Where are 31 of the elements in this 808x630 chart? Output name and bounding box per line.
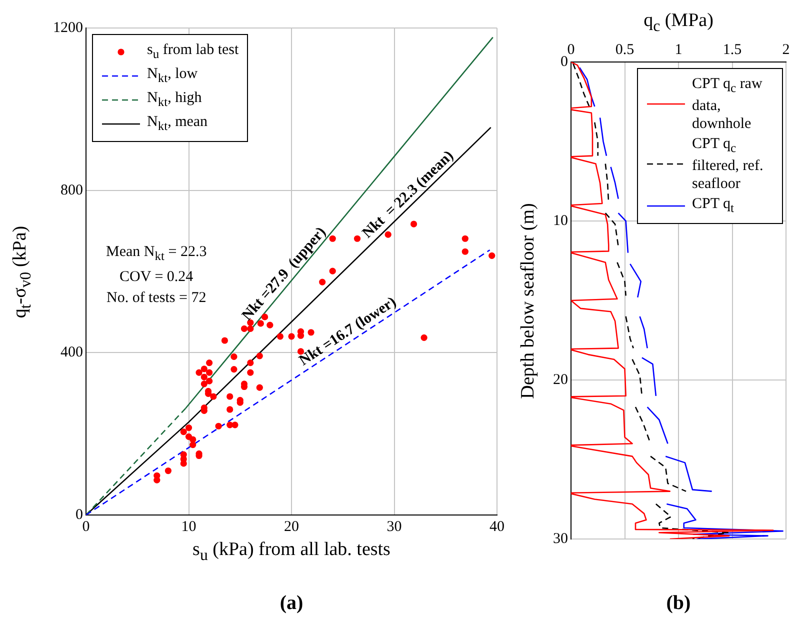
x-tick-label: 1.5	[722, 42, 742, 58]
x-tick-label: 20	[284, 518, 299, 535]
y-tick-label: 1200	[53, 20, 83, 36]
x-tick-label: 30	[386, 518, 402, 535]
text: (a)	[278, 592, 304, 615]
legend-label: s$_{u}$ from lab test	[147, 41, 239, 63]
text: CPT q$_{c}$ raw data, downhole	[692, 76, 762, 132]
text: (b)	[665, 592, 692, 615]
legend-label: N$_{kt}$, high	[147, 89, 202, 111]
x-tick-label: 0.5	[615, 42, 634, 58]
y-tick-label: 0	[76, 506, 83, 523]
x-tick-label: 2	[782, 42, 790, 58]
x-tick-label: 40	[490, 518, 504, 535]
y-axis-title: Depth below seafloor (m)	[516, 202, 539, 400]
legend-label: CPT q$_{c}$ filtered, ref. seafloor	[692, 135, 764, 193]
y-tick-label: 400	[60, 344, 83, 361]
x-axis-title: q$_{c}$ (MPa)	[642, 10, 714, 36]
y-tick-label: 10	[553, 212, 568, 229]
x-tick-label: 1	[674, 42, 682, 58]
x-axis-title: s$_{u}$ (kPa) from all lab. tests	[192, 539, 392, 565]
legend-label: N$_{kt}$, low	[147, 65, 198, 87]
legend-label: N$_{kt}$, mean	[147, 113, 208, 135]
legend-label: CPT q$_{t}$	[692, 195, 734, 217]
annotation: Mean N$_{kt}$ = 22.3	[106, 243, 207, 266]
annotation: No. of tests = 72	[106, 289, 207, 308]
x-tick-label: 10	[181, 518, 196, 535]
y-tick-label: 30	[553, 530, 568, 547]
y-tick-label: 800	[60, 182, 83, 198]
y-tick-label: 0	[560, 54, 568, 70]
y-tick-label: 20	[553, 372, 568, 388]
annotation: COV = 0.24	[118, 268, 194, 288]
